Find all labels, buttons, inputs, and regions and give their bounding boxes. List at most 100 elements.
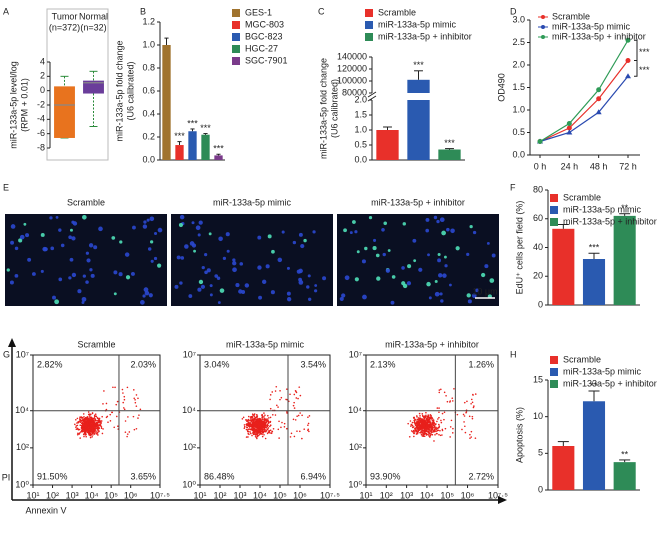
nucleus (306, 285, 310, 289)
event-dot (261, 429, 264, 431)
x-tick-label: 10⁴ (253, 490, 267, 500)
micrograph (5, 214, 167, 306)
nucleus (157, 263, 162, 268)
event-dot (90, 433, 92, 435)
event-dot (92, 418, 95, 420)
event-dot (251, 413, 254, 415)
event-dot (267, 414, 269, 417)
event-dot (420, 433, 423, 436)
nucleus (235, 283, 240, 288)
event-dot (82, 418, 84, 421)
quadrant-percent: 91.50% (37, 471, 68, 481)
x-tick-label: 72 h (619, 161, 637, 171)
event-dot (424, 431, 426, 434)
legend-swatch (550, 194, 558, 202)
event-dot (75, 426, 77, 429)
y-tick-label: 60 (533, 213, 543, 223)
event-dot (303, 428, 306, 430)
event-dot (261, 415, 264, 417)
quadrant-percent: 2.82% (37, 359, 63, 369)
nucleus (143, 287, 149, 293)
event-dot (431, 427, 434, 430)
nucleus (412, 238, 417, 243)
event-dot (435, 427, 437, 430)
event-dot (254, 433, 256, 435)
event-dot (472, 394, 474, 396)
event-dot (88, 415, 91, 417)
nucleus (149, 216, 155, 222)
event-dot (299, 412, 301, 414)
nucleus (238, 289, 243, 294)
event-dot (87, 413, 90, 416)
event-dot (466, 400, 468, 403)
event-dot (432, 419, 435, 421)
event-dot (259, 418, 261, 421)
event-dot (89, 426, 91, 429)
event-dot (428, 420, 431, 422)
event-dot (429, 436, 431, 438)
event-dot (426, 415, 429, 418)
event-dot (93, 428, 95, 430)
event-dot (263, 433, 265, 436)
event-dot (424, 421, 426, 424)
nucleus (308, 297, 312, 301)
nucleus (362, 294, 367, 300)
event-dot (446, 400, 449, 403)
y-tick-label: 0.0 (512, 149, 525, 159)
event-dot (269, 421, 272, 423)
event-dot (293, 401, 295, 404)
nucleus (90, 273, 95, 278)
event-dot (95, 415, 97, 418)
bar (582, 259, 606, 305)
event-dot (91, 423, 94, 426)
panel-title: miR-133a-5p + inhibitor (385, 339, 479, 349)
event-dot (286, 412, 288, 414)
event-dot (430, 418, 433, 420)
event-dot (263, 422, 265, 424)
y-tick-label: 10² (349, 442, 362, 452)
nucleus (82, 274, 86, 278)
axis-break (367, 95, 377, 102)
event-dot (89, 431, 91, 434)
bar (582, 401, 606, 490)
event-dot (265, 426, 267, 428)
event-dot (97, 419, 100, 422)
legend-swatch (232, 45, 240, 53)
event-dot (428, 417, 431, 420)
legend-swatch (550, 218, 558, 226)
event-dot (434, 433, 436, 436)
y-axis-label: PI (2, 472, 11, 482)
event-dot (293, 407, 296, 409)
micrograph (171, 214, 333, 306)
event-dot (266, 425, 269, 428)
event-dot (245, 428, 248, 431)
event-dot (86, 427, 89, 430)
event-dot (247, 419, 250, 422)
event-dot (255, 432, 257, 434)
event-dot (420, 421, 423, 423)
event-dot (246, 420, 248, 423)
nucleus (40, 269, 44, 273)
event-dot (428, 428, 430, 431)
event-dot (253, 413, 256, 415)
event-dot (105, 402, 108, 405)
event-dot (435, 430, 438, 432)
event-dot (251, 426, 254, 429)
y-tick-label: 140000 (337, 51, 367, 61)
quadrant-percent: 93.90% (370, 471, 401, 481)
nucleus (71, 272, 77, 278)
nucleus (179, 281, 183, 285)
event-dot (253, 417, 256, 420)
event-dot (134, 398, 136, 401)
y-axis-label: EdU⁺ cells per field (%) (514, 201, 524, 295)
legend-label: Scramble (563, 354, 601, 364)
event-dot (269, 398, 271, 401)
event-dot (96, 420, 98, 422)
event-dot (299, 394, 302, 397)
nucleus (10, 240, 15, 245)
event-dot (443, 411, 446, 414)
panel-letter: A (3, 6, 9, 16)
event-dot (256, 422, 259, 425)
event-dot (416, 422, 418, 425)
event-dot (248, 433, 250, 436)
